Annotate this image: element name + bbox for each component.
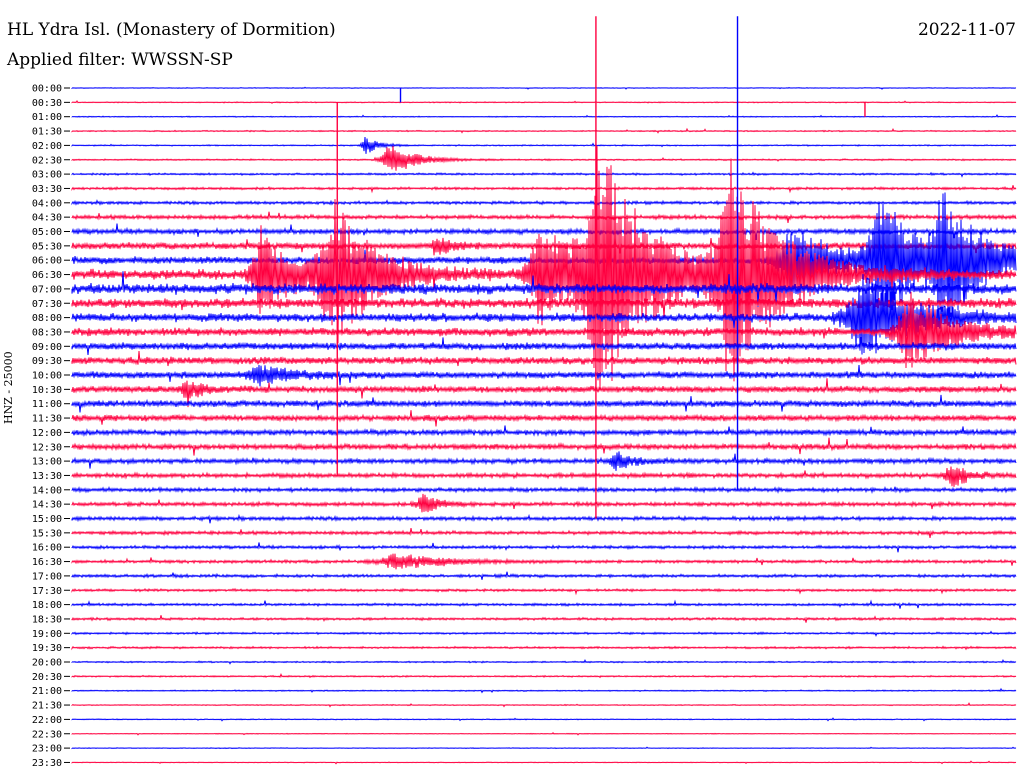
row-time-label: 18:00 xyxy=(32,600,62,611)
row-time-label: 10:30 xyxy=(32,385,62,396)
trace-line xyxy=(71,337,1017,355)
row-time-label: 19:00 xyxy=(32,629,62,640)
row-time-label: 22:30 xyxy=(32,729,62,740)
row-time-label: 08:30 xyxy=(32,327,62,338)
row-time-label: 08:00 xyxy=(32,313,62,324)
row-time-label: 21:30 xyxy=(32,701,62,712)
trace-line xyxy=(71,658,1017,665)
trace-line xyxy=(71,587,1017,596)
row-time-label: 07:30 xyxy=(32,299,62,310)
trace-line xyxy=(71,485,1017,494)
row-time-label: 20:00 xyxy=(32,658,62,669)
row-time-label: 12:30 xyxy=(32,442,62,453)
trace-line xyxy=(71,645,1017,651)
trace-line xyxy=(71,223,1017,241)
row-time-label: 18:30 xyxy=(32,614,62,625)
row-time-label: 20:30 xyxy=(32,672,62,683)
row-time-label: 07:00 xyxy=(32,284,62,295)
trace-line xyxy=(71,199,1017,206)
trace-line xyxy=(71,100,1017,105)
station-title: HL Ydra Isl. (Monastery of Dormition) xyxy=(7,20,336,40)
row-time-label: 15:00 xyxy=(32,514,62,525)
trace-line xyxy=(71,86,1017,90)
trace-line xyxy=(71,437,1017,456)
row-time-label: 02:30 xyxy=(32,155,62,166)
trace-line xyxy=(71,171,1017,178)
row-time-label: 21:00 xyxy=(32,686,62,697)
plot-date: 2022-11-07 xyxy=(917,20,1016,40)
row-time-label: 01:30 xyxy=(32,127,62,138)
row-time-label: 17:00 xyxy=(32,571,62,582)
trace-line xyxy=(71,630,1017,638)
row-time-label: 17:30 xyxy=(32,586,62,597)
row-time-label: 00:00 xyxy=(32,84,62,95)
row-time-label: 09:00 xyxy=(32,342,62,353)
row-time-label: 10:00 xyxy=(32,371,62,382)
row-time-label: 14:30 xyxy=(32,500,62,511)
trace-line xyxy=(71,114,1017,118)
seismogram-traces xyxy=(71,16,1017,765)
trace-line xyxy=(71,291,1017,369)
row-time-label: 06:30 xyxy=(32,270,62,281)
row-time-label: 00:30 xyxy=(32,98,62,109)
trace-line xyxy=(71,136,1017,154)
row-time-label: 03:30 xyxy=(32,184,62,195)
trace-line xyxy=(71,732,1017,736)
row-time-label: 01:00 xyxy=(32,112,62,123)
row-time-label: 04:00 xyxy=(32,198,62,209)
row-time-label: 22:00 xyxy=(32,715,62,726)
row-time-label: 02:00 xyxy=(32,141,62,152)
row-time-label: 14:00 xyxy=(32,485,62,496)
trace-line xyxy=(71,717,1017,722)
trace-line xyxy=(71,145,1017,171)
trace-line xyxy=(71,451,1017,471)
filter-label: Applied filter: WWSSN-SP xyxy=(7,50,233,70)
row-time-label: 19:30 xyxy=(32,643,62,654)
trace-line xyxy=(71,274,1017,355)
trace-line xyxy=(71,513,1017,524)
trace-line xyxy=(71,571,1017,580)
row-time-label: 09:30 xyxy=(32,356,62,367)
trace-line xyxy=(71,350,1017,367)
row-time-label: 05:30 xyxy=(32,241,62,252)
row-time-label: 16:30 xyxy=(32,557,62,568)
row-time-labels: 00:00 00:30 01:00 01:30 02:00 02:30 03:00 03:30… xyxy=(32,84,70,769)
row-time-label: 06:00 xyxy=(32,256,62,267)
trace-line xyxy=(71,394,1017,413)
row-time-label: 12:00 xyxy=(32,428,62,439)
row-time-label: 03:00 xyxy=(32,170,62,181)
trace-line xyxy=(71,615,1017,623)
row-time-label: 13:00 xyxy=(32,457,62,468)
trace-line xyxy=(71,528,1017,538)
trace-line xyxy=(71,410,1017,427)
trace-line xyxy=(71,127,1017,134)
row-time-label: 13:30 xyxy=(32,471,62,482)
trace-line xyxy=(71,146,1017,391)
row-time-label: 11:30 xyxy=(32,414,62,425)
trace-line xyxy=(71,542,1017,553)
trace-line xyxy=(71,425,1017,438)
trace-line xyxy=(71,185,1017,194)
trace-line xyxy=(71,702,1017,708)
row-time-label: 05:00 xyxy=(32,227,62,238)
trace-line xyxy=(71,553,1017,570)
trace-line xyxy=(71,466,1017,487)
trace-line xyxy=(71,378,1017,408)
row-time-label: 23:30 xyxy=(32,758,62,769)
row-time-label: 11:00 xyxy=(32,399,62,410)
row-time-label: 04:30 xyxy=(32,213,62,224)
trace-line xyxy=(71,746,1017,750)
trace-line xyxy=(71,237,1017,256)
trace-line xyxy=(71,673,1017,679)
row-time-label: 15:30 xyxy=(32,528,62,539)
row-time-label: 23:00 xyxy=(32,744,62,755)
trace-line xyxy=(71,760,1017,765)
trace-line xyxy=(71,211,1017,223)
trace-line xyxy=(71,687,1017,694)
trace-line xyxy=(71,364,1017,387)
trace-line xyxy=(71,493,1017,513)
trace-line xyxy=(71,599,1017,609)
row-time-label: 16:00 xyxy=(32,543,62,554)
